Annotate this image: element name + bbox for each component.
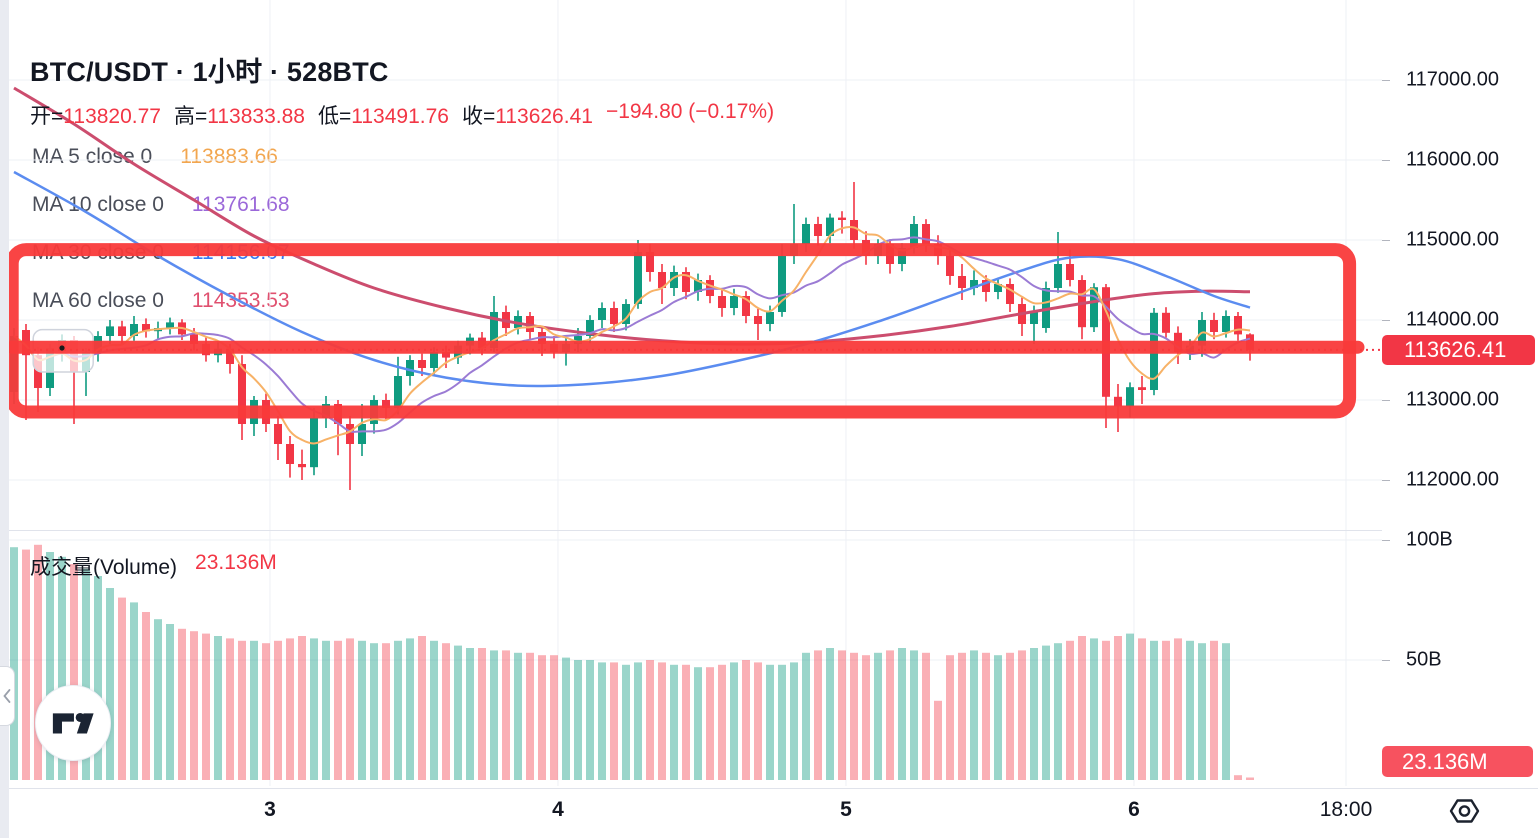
tradingview-logo-glyph (52, 712, 94, 734)
ma-legend-value: 113883.66 (180, 145, 278, 168)
time-axis-label: 6 (1128, 798, 1140, 821)
last-volume-badge: 23.136M (1382, 746, 1533, 777)
ohlc-readout: 开=113820.77 高=113833.88 低=113491.76 收=11… (30, 100, 774, 130)
ma-legend-value: 113761.68 (191, 193, 290, 216)
open-value: 113820.77 (63, 105, 161, 128)
time-axis-label: 5 (840, 798, 852, 821)
time-axis[interactable]: 3 4 5 6 18:00 (9, 788, 1538, 838)
high-value: 113833.88 (207, 105, 305, 128)
close-value: 113626.41 (495, 105, 593, 128)
open-label: 开= (30, 105, 64, 128)
change-value: −194.80 (−0.17%) (605, 100, 775, 123)
price-axis-label: 115000.00 (1406, 228, 1500, 251)
low-value: 113491.76 (351, 105, 449, 128)
high-label: 高= (173, 105, 208, 128)
price-axis-label: 114000.00 (1406, 308, 1500, 331)
ma-legend-label: MA 5 close 0 (32, 145, 153, 168)
symbol-title[interactable]: BTC/USDT · 1小时 · 528BTC (30, 57, 389, 87)
ma-lines (13, 86, 1251, 445)
ma-legend-row[interactable]: MA 5 close 0 113883.66 (32, 145, 278, 169)
price-axis-label: 117000.00 (1406, 68, 1500, 91)
time-axis-label: 4 (552, 798, 564, 821)
price-axis[interactable]: 113626.41 23.136M 117000.00 116000.00 1150… (1382, 0, 1538, 786)
close-label: 收= (461, 105, 496, 128)
gear-icon[interactable] (1449, 797, 1480, 825)
last-price-badge: 113626.41 (1382, 334, 1535, 365)
time-axis-label: 3 (264, 798, 276, 821)
candles-layer (10, 182, 1254, 490)
time-axis-label: 18:00 (1319, 798, 1373, 821)
volume-legend: 成交量(Volume) 23.136M (30, 551, 277, 581)
price-axis-label: 100B (1406, 528, 1453, 551)
low-label: 低= (317, 105, 352, 128)
volume-value: 23.136M (195, 551, 277, 574)
left-panel-rail (0, 0, 9, 838)
price-axis-label: 116000.00 (1406, 148, 1500, 171)
price-axis-label: 113000.00 (1406, 388, 1500, 411)
chevron-left-icon (3, 689, 11, 703)
price-axis-label: 112000.00 (1406, 468, 1500, 491)
tradingview-logo[interactable] (35, 685, 111, 761)
volume-bars (10, 544, 1254, 780)
panel-collapse-tab[interactable] (0, 666, 15, 726)
volume-label: 成交量(Volume) (30, 556, 178, 579)
price-axis-label: 50B (1406, 648, 1442, 671)
